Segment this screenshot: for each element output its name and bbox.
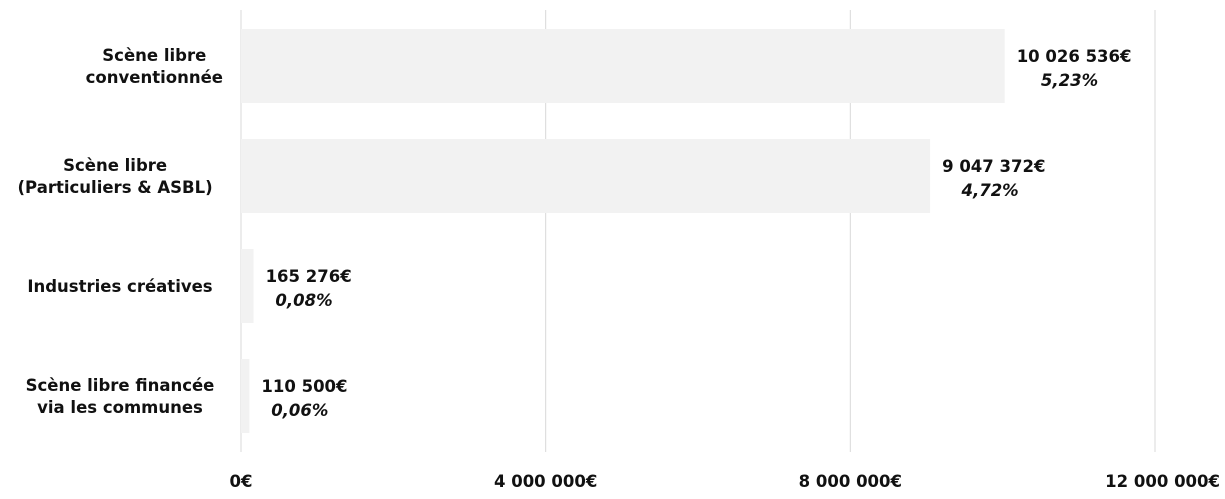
- bar-value-label: 10 026 536€: [1017, 47, 1132, 66]
- category-label: Scène libre: [102, 46, 206, 65]
- bar: [241, 359, 250, 433]
- bar-percent-label: 0,08%: [275, 291, 332, 310]
- bar-value-label: 165 276€: [266, 267, 352, 286]
- category-label: Scène libre financée: [26, 376, 215, 395]
- bar: [241, 29, 1005, 103]
- bar-percent-label: 5,23%: [1041, 71, 1098, 90]
- category-labels: Scène libre conventionnée Scène libre (Part…: [18, 46, 223, 417]
- bar-percent-label: 4,72%: [960, 181, 1018, 200]
- category-label: Scène libre: [63, 156, 167, 175]
- x-tick-label: 12 000 000€: [1105, 472, 1220, 491]
- x-tick-label: 4 000 000€: [494, 472, 597, 491]
- x-tick-label: 8 000 000€: [799, 472, 902, 491]
- bar: [241, 139, 931, 213]
- bar-percent-label: 0,06%: [271, 401, 328, 420]
- bar-value-label: 110 500€: [261, 377, 347, 396]
- bars: [241, 29, 1005, 433]
- category-label: Industries créatives: [27, 277, 212, 296]
- category-label: conventionnée: [86, 68, 223, 87]
- bar: [241, 249, 254, 323]
- x-tick-label: 0€: [230, 472, 253, 491]
- category-label: via les communes: [37, 398, 203, 417]
- data-labels: 10 026 536€ 5,23% 9 047 372€ 4,72% 165 276€ 0…: [261, 47, 1131, 420]
- category-label: (Particuliers & ASBL): [18, 178, 213, 197]
- x-axis-tick-labels: 0€ 4 000 000€ 8 000 000€ 12 000 000€: [230, 472, 1220, 491]
- bar-value-label: 9 047 372€: [942, 157, 1045, 176]
